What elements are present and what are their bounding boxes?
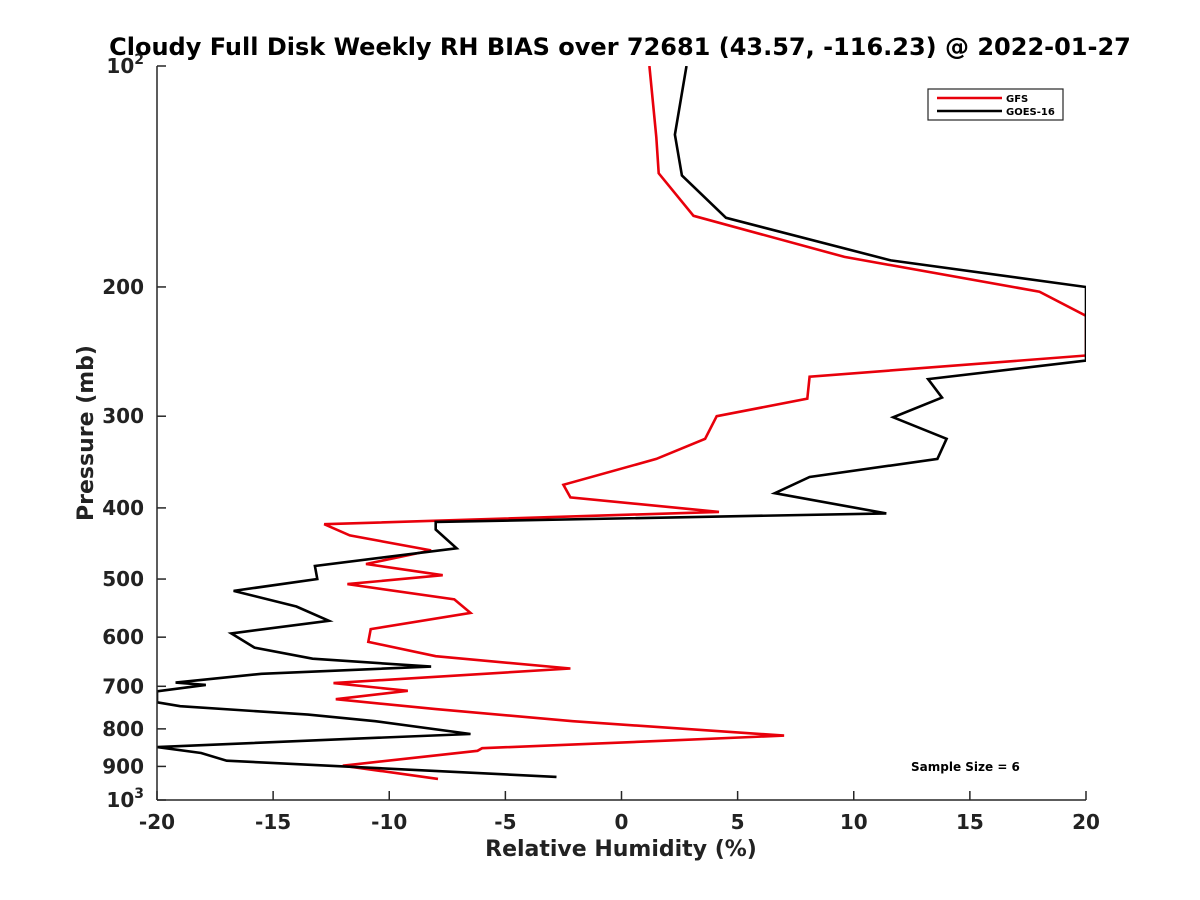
y-tick-label: 500	[102, 567, 144, 591]
x-tick-label: 5	[731, 810, 745, 834]
sample-size-annotation: Sample Size = 6	[911, 760, 1020, 774]
x-tick-label: -10	[371, 810, 407, 834]
y-tick-label: 300	[102, 404, 144, 428]
y-tick-label: 200	[102, 275, 144, 299]
legend-box	[927, 88, 1064, 121]
series-line-goes-16	[157, 66, 1086, 779]
x-tick-label: 0	[615, 810, 629, 834]
x-tick-label: 20	[1072, 810, 1100, 834]
y-tick-label: 700	[102, 674, 144, 698]
plot-area	[157, 66, 1086, 781]
y-tick-label: 400	[102, 496, 144, 520]
x-tick-label: 10	[840, 810, 868, 834]
y-tick-label: 600	[102, 625, 144, 649]
y-tick-label: 900	[102, 754, 144, 778]
y-tick-label: 102	[106, 52, 144, 78]
legend-label: GOES-16	[1006, 107, 1055, 118]
y-axis: 102 200 300 400 500 600 700 800 900 103	[102, 52, 166, 812]
x-tick-label: -5	[494, 810, 516, 834]
x-axis-label: Relative Humidity (%)	[485, 837, 757, 862]
legend: GFS GOES-16	[927, 88, 1064, 121]
legend-label: GFS	[1006, 94, 1028, 105]
series-line-gfs	[323, 66, 1086, 781]
x-tick-label: -15	[255, 810, 291, 834]
y-axis-label: Pressure (mb)	[74, 345, 99, 521]
chart-title: Cloudy Full Disk Weekly RH BIAS over 726…	[109, 33, 1131, 61]
y-tick-label: 800	[102, 717, 144, 741]
y-tick-label: 103	[106, 786, 144, 812]
x-tick-label: -20	[139, 810, 175, 834]
x-tick-label: 15	[956, 810, 984, 834]
x-axis: -20 -15 -10 -5 0 5 10 15 20	[139, 791, 1100, 834]
